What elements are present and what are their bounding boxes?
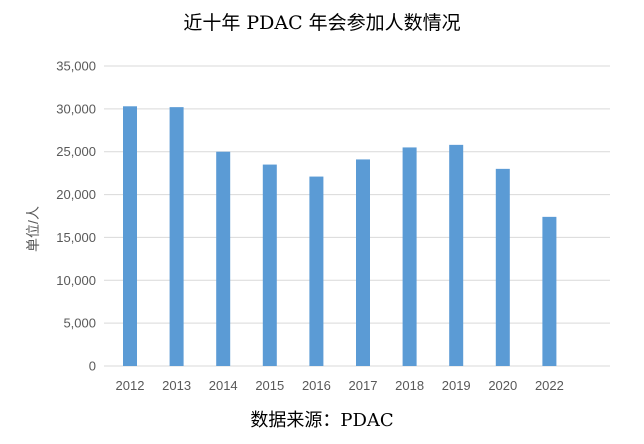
y-tick-label: 5,000 xyxy=(63,316,96,331)
x-tick-label: 2017 xyxy=(349,378,378,393)
y-axis-label: 单位/人 xyxy=(25,206,41,252)
x-tick-label: 2015 xyxy=(255,378,284,393)
x-tick-label: 2013 xyxy=(162,378,191,393)
chart-source: 数据来源：PDAC xyxy=(250,410,394,431)
bar-2019 xyxy=(449,144,464,366)
x-tick-label: 2018 xyxy=(395,378,424,393)
bar-2013 xyxy=(169,107,184,367)
chart-title: 近十年 PDAC 年会参加人数情况 xyxy=(183,12,461,34)
y-tick-label: 30,000 xyxy=(56,101,96,116)
x-tick-label: 2020 xyxy=(488,378,517,393)
y-tick-label: 15,000 xyxy=(56,230,96,245)
x-tick-label: 2022 xyxy=(535,378,564,393)
x-tick-label: 2014 xyxy=(209,378,238,393)
bar-2017 xyxy=(356,159,370,366)
y-axis-ticks: 0 5,000 10,000 15,000 20,000 25,000 30,000 35,0… xyxy=(56,59,96,374)
y-tick-label: 10,000 xyxy=(56,273,96,288)
x-tick-label: 2016 xyxy=(302,378,331,393)
bar-2022 xyxy=(542,216,557,366)
y-tick-label: 35,000 xyxy=(56,59,96,74)
y-tick-label: 0 xyxy=(89,359,96,374)
bar-2018 xyxy=(402,147,417,366)
x-tick-label: 2019 xyxy=(442,378,471,393)
bar-2014 xyxy=(216,151,231,366)
x-axis-ticks: 2012 2013 2014 2015 2016 2017 2018 2019 2020 2022 xyxy=(116,378,564,393)
bar-2020 xyxy=(495,168,510,366)
bar-2012 xyxy=(123,106,137,367)
bar-chart-plot: 0 5,000 10,000 15,000 20,000 25,000 30,000 35,0… xyxy=(25,59,610,393)
y-tick-label: 20,000 xyxy=(56,187,96,202)
y-tick-label: 25,000 xyxy=(56,144,96,159)
bars xyxy=(123,106,557,367)
bar-2016 xyxy=(309,176,324,366)
bar-2015 xyxy=(262,164,277,366)
x-tick-label: 2012 xyxy=(116,378,145,393)
